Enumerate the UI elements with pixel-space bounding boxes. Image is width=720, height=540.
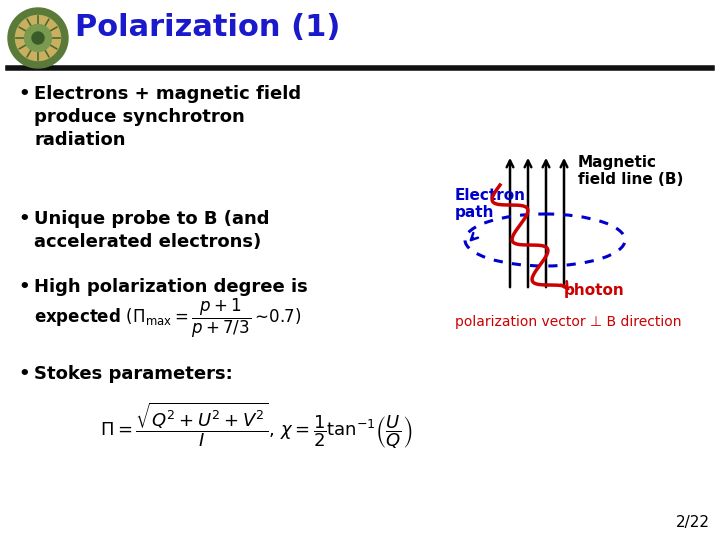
Text: Electron
path: Electron path: [455, 188, 526, 220]
Text: polarization vector ⊥ B direction: polarization vector ⊥ B direction: [455, 315, 682, 329]
Text: Stokes parameters:: Stokes parameters:: [34, 365, 233, 383]
Text: $\Pi = \dfrac{\sqrt{Q^2 + U^2 + V^2}}{I}$, $\chi = \dfrac{1}{2}\tan^{-1}\!\left(: $\Pi = \dfrac{\sqrt{Q^2 + U^2 + V^2}}{I}…: [100, 400, 413, 451]
Polygon shape: [24, 24, 52, 51]
Text: photon: photon: [564, 283, 625, 298]
Polygon shape: [8, 8, 68, 68]
Text: •: •: [18, 278, 30, 296]
Text: Unique probe to B (and
accelerated electrons): Unique probe to B (and accelerated elect…: [34, 210, 269, 251]
Polygon shape: [16, 16, 60, 60]
Text: 2/22: 2/22: [676, 515, 710, 530]
Text: Magnetic
field line (B): Magnetic field line (B): [578, 155, 683, 187]
Text: •: •: [18, 365, 30, 383]
Text: •: •: [18, 85, 30, 103]
Text: Electrons + magnetic field
produce synchrotron
radiation: Electrons + magnetic field produce synch…: [34, 85, 301, 149]
Text: expected $(\Pi_{\mathrm{max}} = \dfrac{p+1}{p+7/3} \sim\!0.7)$: expected $(\Pi_{\mathrm{max}} = \dfrac{p…: [34, 297, 301, 340]
Text: High polarization degree is: High polarization degree is: [34, 278, 307, 296]
Polygon shape: [32, 32, 44, 44]
Text: Polarization (1): Polarization (1): [75, 13, 341, 42]
Text: •: •: [18, 210, 30, 228]
